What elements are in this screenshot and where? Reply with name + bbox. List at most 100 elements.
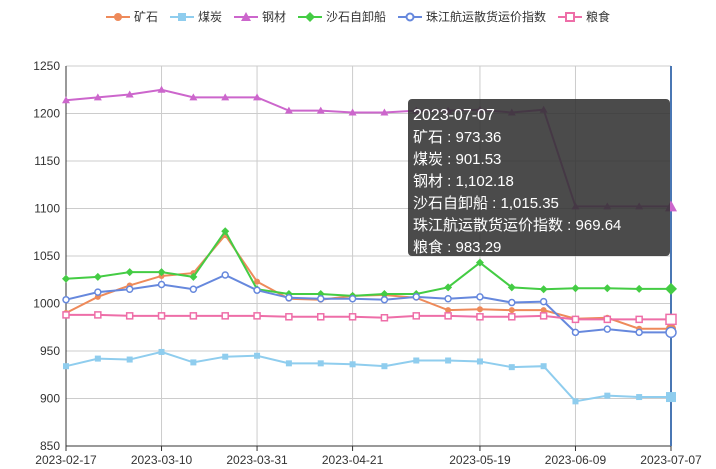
data-point-s3 — [125, 268, 134, 277]
legend-item-ore[interactable]: 矿石 — [105, 8, 158, 25]
data-point-s3 — [189, 272, 198, 281]
tooltip-row-sand-dump-ship: 沙石自卸船 : 1,015.35 — [413, 195, 559, 212]
data-point-s3 — [380, 290, 389, 298]
data-point-s1 — [508, 364, 515, 371]
legend-label-ore: 矿石 — [133, 10, 158, 24]
data-point-s4 — [571, 328, 580, 337]
data-point-s1 — [381, 363, 388, 370]
data-point-s0 — [540, 307, 547, 314]
data-point-s5 — [508, 313, 516, 321]
data-point-s1 — [636, 394, 643, 401]
data-point-s0 — [445, 307, 452, 314]
data-point-s2 — [125, 90, 134, 98]
data-point-s5 — [412, 312, 421, 320]
data-point-s4 — [444, 295, 452, 303]
legend-marker-ore — [105, 12, 130, 21]
data-point-s2 — [93, 93, 102, 101]
data-point-s3 — [603, 284, 612, 293]
data-point-s1 — [572, 398, 579, 405]
legend-marker-sand-dump-ship — [298, 11, 322, 22]
data-point-s4 — [348, 295, 357, 303]
data-point-s1 — [190, 359, 197, 366]
data-point-s1 — [158, 348, 165, 355]
data-point-s2 — [380, 108, 389, 116]
data-point-s4 — [62, 295, 70, 304]
data-point-s4 — [635, 328, 643, 337]
x-tick-label: 2023-04-21 — [322, 453, 384, 467]
data-point-s1 — [445, 357, 452, 364]
chart-legend: 矿石 煤炭 钢材 沙石自卸船 珠江航运散货运价指数 粮食 — [0, 8, 716, 25]
data-point-s4 — [412, 293, 421, 301]
data-point-s1 — [476, 358, 483, 365]
y-tick-label: 850 — [40, 439, 60, 453]
x-tick-label: 2023-06-09 — [545, 453, 607, 467]
data-point-s5 — [285, 313, 293, 321]
data-point-s5 — [253, 312, 261, 320]
data-point-s3 — [62, 274, 70, 283]
data-point-s3 — [507, 283, 516, 292]
data-point-s4 — [285, 294, 293, 302]
x-tick-label: 2023-02-17 — [35, 453, 97, 467]
data-point-s3 — [571, 284, 580, 293]
data-point-s4 — [508, 298, 516, 307]
y-tick-label: 1050 — [33, 249, 60, 263]
y-tick-label: 950 — [40, 344, 60, 358]
data-point-s2 — [157, 85, 166, 93]
chart-tooltip: 2023-07-07 矿石 : 973.36 煤炭 : 901.53 钢材 : … — [408, 99, 670, 256]
series-line-1 — [65, 350, 671, 403]
data-point-s1 — [63, 363, 69, 370]
x-tick-label: 2023-03-10 — [131, 453, 193, 467]
legend-item-steel[interactable]: 钢材 — [233, 8, 286, 25]
data-point-s1 — [349, 361, 356, 368]
data-point-s4 — [157, 280, 166, 289]
data-point-s5 — [571, 315, 580, 324]
y-tick-label: 1150 — [34, 154, 60, 168]
data-point-s1 — [222, 353, 229, 360]
data-point-s3 — [665, 282, 677, 295]
x-tick-label: 2023-03-31 — [226, 453, 288, 467]
data-point-s4 — [221, 271, 229, 279]
data-point-s0 — [508, 307, 515, 314]
data-point-s2 — [316, 106, 325, 114]
data-point-s4 — [476, 293, 484, 301]
y-tick-label: 1000 — [33, 297, 60, 311]
data-point-s2 — [221, 93, 230, 101]
data-point-s3 — [635, 284, 644, 293]
data-point-s3 — [539, 285, 548, 294]
data-point-s5 — [476, 313, 484, 321]
legend-item-grain[interactable]: 粮食 — [558, 8, 610, 25]
series-line-4 — [65, 273, 671, 334]
data-point-s4 — [539, 297, 548, 306]
data-point-s0 — [254, 278, 261, 285]
legend-item-pearl-river-index[interactable]: 珠江航运散货运价指数 — [398, 8, 546, 25]
data-point-s5 — [221, 312, 229, 320]
data-point-s4 — [665, 326, 677, 339]
data-point-s5 — [348, 313, 357, 321]
data-point-s5 — [157, 312, 166, 320]
data-point-s2 — [62, 96, 70, 104]
data-point-s2 — [189, 93, 198, 101]
legend-marker-coal — [169, 12, 194, 21]
data-point-s1 — [666, 392, 676, 403]
legend-item-sand-dump-ship[interactable]: 沙石自卸船 — [298, 8, 386, 25]
data-point-s1 — [317, 360, 324, 367]
y-tick-label: 900 — [40, 392, 60, 406]
data-point-s2 — [348, 108, 357, 116]
data-point-s1 — [94, 355, 101, 362]
series-line-5 — [66, 313, 671, 321]
legend-item-coal[interactable]: 煤炭 — [169, 8, 222, 25]
legend-marker-pearl-river-index — [398, 12, 423, 21]
data-point-s5 — [94, 311, 102, 319]
tooltip-row-pearl-river-index: 珠江航运散货运价指数 : 969.64 — [413, 217, 622, 234]
data-point-s5 — [444, 312, 452, 320]
tooltip-row-ore: 矿石 : 973.36 — [413, 129, 502, 146]
x-tick-label: 2023-05-19 — [449, 453, 511, 467]
data-point-s2 — [253, 93, 262, 101]
data-point-s4 — [189, 285, 198, 293]
data-point-s5 — [539, 312, 548, 320]
data-point-s4 — [316, 295, 325, 303]
y-tick-label: 1250 — [33, 59, 60, 73]
data-point-s3 — [444, 283, 453, 292]
data-point-s5 — [665, 313, 677, 326]
data-point-s3 — [221, 227, 230, 236]
